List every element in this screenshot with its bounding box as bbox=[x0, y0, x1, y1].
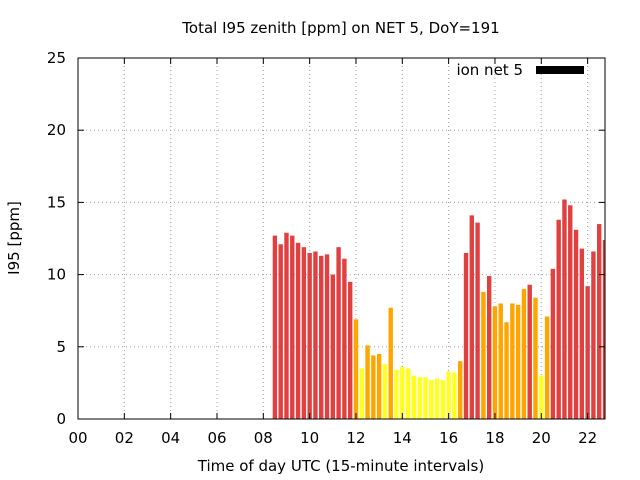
bar bbox=[278, 244, 283, 419]
x-tick-label: 22 bbox=[578, 429, 597, 447]
chart-title: Total I95 zenith [ppm] on NET 5, DoY=191 bbox=[181, 19, 499, 37]
plot-frame bbox=[77, 57, 606, 420]
bar bbox=[382, 364, 388, 419]
bar bbox=[429, 380, 434, 419]
bar bbox=[284, 232, 289, 419]
bar bbox=[579, 248, 585, 419]
bar bbox=[556, 219, 561, 419]
bar bbox=[573, 229, 579, 419]
bar bbox=[568, 205, 573, 419]
bar bbox=[492, 306, 498, 419]
bar bbox=[550, 268, 556, 419]
bar bbox=[510, 303, 515, 419]
bar bbox=[527, 284, 532, 419]
bar bbox=[469, 215, 474, 419]
x-tick-label: 16 bbox=[439, 429, 458, 447]
x-tick-label: 06 bbox=[207, 429, 226, 447]
bar bbox=[301, 247, 307, 419]
grid bbox=[78, 58, 605, 419]
bar bbox=[371, 355, 376, 419]
legend-swatch bbox=[536, 66, 584, 74]
y-tick-label: 0 bbox=[56, 410, 66, 428]
y-axis-label: I95 [ppm] bbox=[5, 201, 23, 275]
bar bbox=[481, 291, 486, 419]
x-tick-label: 12 bbox=[346, 429, 365, 447]
bar bbox=[324, 254, 330, 419]
bar bbox=[400, 367, 405, 419]
bar bbox=[521, 289, 527, 419]
bar bbox=[290, 235, 295, 419]
bar bbox=[458, 361, 463, 419]
bar bbox=[423, 377, 428, 419]
x-tick-label: 02 bbox=[115, 429, 134, 447]
axis-ticks bbox=[77, 57, 605, 420]
bar bbox=[498, 303, 503, 419]
bar bbox=[272, 235, 278, 419]
bar bbox=[330, 274, 336, 419]
bar bbox=[475, 222, 480, 419]
legend: ion net 5 bbox=[456, 61, 584, 79]
bar bbox=[388, 307, 393, 419]
bar bbox=[440, 380, 446, 419]
bar bbox=[486, 276, 492, 419]
bar bbox=[394, 369, 399, 419]
bar bbox=[336, 247, 341, 419]
bar bbox=[376, 354, 382, 419]
y-tick-labels: 0 5 10 15 20 25 bbox=[47, 49, 66, 428]
y-tick-label: 10 bbox=[47, 266, 66, 284]
x-tick-label: 08 bbox=[254, 429, 273, 447]
bars bbox=[272, 199, 605, 419]
bar bbox=[533, 297, 538, 419]
bar bbox=[585, 286, 590, 419]
bar bbox=[295, 242, 301, 419]
bar bbox=[452, 372, 457, 419]
bar bbox=[319, 255, 324, 419]
bar bbox=[353, 319, 359, 419]
bar bbox=[597, 224, 602, 419]
x-tick-label: 18 bbox=[485, 429, 504, 447]
bar bbox=[417, 377, 422, 419]
legend-label: ion net 5 bbox=[456, 61, 523, 79]
bar bbox=[359, 368, 364, 419]
x-axis-label: Time of day UTC (15-minute intervals) bbox=[197, 457, 484, 475]
bar bbox=[591, 251, 596, 419]
bar bbox=[347, 281, 353, 419]
bar bbox=[365, 345, 370, 419]
x-tick-label: 14 bbox=[393, 429, 412, 447]
bar bbox=[446, 371, 451, 419]
bar bbox=[342, 258, 347, 419]
bar bbox=[405, 368, 411, 419]
bar bbox=[562, 199, 567, 419]
x-tick-label: 10 bbox=[300, 429, 319, 447]
bar bbox=[539, 375, 544, 419]
bar bbox=[504, 322, 509, 419]
y-tick-label: 15 bbox=[47, 193, 66, 211]
bar bbox=[411, 375, 417, 419]
bar bbox=[463, 252, 469, 419]
bar bbox=[544, 316, 550, 419]
y-tick-label: 25 bbox=[47, 49, 66, 67]
bar bbox=[313, 251, 318, 419]
x-tick-label: 20 bbox=[532, 429, 551, 447]
y-tick-label: 20 bbox=[47, 121, 66, 139]
bar bbox=[515, 304, 521, 419]
x-tick-label: 00 bbox=[68, 429, 87, 447]
y-tick-label: 5 bbox=[56, 338, 66, 356]
x-tick-label: 04 bbox=[161, 429, 180, 447]
bar bbox=[602, 239, 605, 419]
bar bbox=[434, 378, 440, 419]
x-tick-labels: 00 02 04 06 08 10 12 14 16 18 20 22 bbox=[68, 429, 597, 447]
bar bbox=[307, 252, 312, 419]
